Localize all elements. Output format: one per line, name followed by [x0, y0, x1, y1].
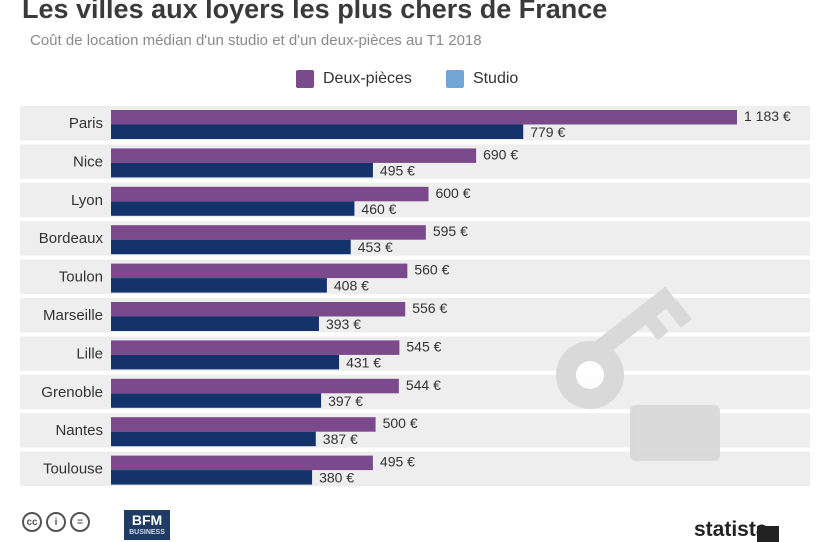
- bar-studio[interactable]: [111, 470, 313, 485]
- category-label: Paris: [69, 115, 103, 132]
- bar-deux-pieces[interactable]: [111, 225, 426, 240]
- attribution-icon: i: [46, 512, 66, 532]
- bar-deux-pieces[interactable]: [111, 110, 737, 125]
- value-label-studio: 431 €: [346, 354, 381, 370]
- bfm-business-logo: BFM BUSINESS: [124, 510, 170, 540]
- bar-deux-pieces[interactable]: [111, 186, 429, 202]
- bar-studio[interactable]: [111, 239, 351, 255]
- bar-studio[interactable]: [111, 201, 355, 216]
- bfm-logo-subtext: BUSINESS: [129, 529, 165, 536]
- value-label-studio: 495 €: [380, 162, 415, 178]
- bar-deux-pieces[interactable]: [111, 148, 477, 163]
- value-label-deux-pieces: 560 €: [414, 262, 449, 278]
- category-label: Toulon: [59, 269, 103, 286]
- page-title: Les villes aux loyers les plus chers de …: [22, 0, 608, 24]
- value-label-studio: 387 €: [323, 431, 358, 447]
- value-label-studio: 397 €: [328, 393, 363, 409]
- bars: [111, 110, 737, 485]
- key-watermark-icon: [556, 286, 720, 461]
- category-label: Grenoble: [41, 384, 103, 401]
- key-shape: [556, 286, 720, 461]
- bar-deux-pieces[interactable]: [111, 455, 373, 471]
- value-label-deux-pieces: 690 €: [483, 146, 518, 162]
- bar-studio[interactable]: [111, 393, 322, 408]
- bar-studio[interactable]: [111, 431, 316, 447]
- bar-deux-pieces[interactable]: [111, 263, 408, 279]
- value-label-deux-pieces: 1 183 €: [744, 108, 791, 124]
- category-label: Bordeaux: [39, 230, 104, 247]
- value-label-studio: 380 €: [319, 470, 354, 486]
- category-label: Toulouse: [43, 461, 103, 478]
- footer: cc i = BFM BUSINESS statista: [0, 506, 830, 542]
- value-label-deux-pieces: 544 €: [406, 377, 441, 393]
- statista-mark-icon: [757, 526, 779, 542]
- legend-item-deux-pieces[interactable]: Deux-pièces: [296, 70, 412, 88]
- labels: Paris 1 183 € 779 € Nice 690 € 495 € Lyon 600 €…: [39, 108, 791, 486]
- bar-chart: Paris 1 183 € 779 € Nice 690 € 495 € Lyon 600 €…: [20, 106, 810, 486]
- value-label-studio: 453 €: [358, 239, 393, 255]
- legend-swatch-studio: [445, 70, 464, 88]
- no-derivatives-icon: =: [70, 512, 90, 532]
- value-label-studio: 779 €: [530, 124, 565, 140]
- value-label-deux-pieces: 545 €: [406, 338, 441, 354]
- bar-studio[interactable]: [111, 162, 373, 178]
- legend: Deux-pièces Studio: [296, 70, 552, 88]
- page-subtitle: Coût de location médian d'un studio et d…: [30, 32, 482, 49]
- value-label-deux-pieces: 500 €: [383, 415, 418, 431]
- bfm-logo-text: BFM: [131, 512, 163, 528]
- bar-studio[interactable]: [111, 124, 524, 140]
- statista-logo[interactable]: statista: [694, 518, 768, 541]
- value-label-deux-pieces: 595 €: [433, 223, 468, 239]
- cc-icon: cc: [22, 512, 42, 532]
- category-label: Lyon: [71, 192, 103, 209]
- value-label-studio: 408 €: [334, 278, 369, 294]
- value-label-deux-pieces: 495 €: [380, 454, 415, 470]
- value-label-studio: 460 €: [361, 201, 396, 217]
- bar-deux-pieces[interactable]: [111, 417, 376, 432]
- bar-deux-pieces[interactable]: [111, 378, 399, 394]
- bar-studio[interactable]: [111, 316, 319, 332]
- legend-label-studio: Studio: [472, 70, 519, 87]
- category-label: Nantes: [55, 422, 103, 439]
- value-label-studio: 393 €: [326, 316, 361, 332]
- bar-deux-pieces[interactable]: [111, 302, 406, 317]
- legend-label-deux-pieces: Deux-pièces: [323, 70, 412, 87]
- value-label-deux-pieces: 600 €: [435, 185, 470, 201]
- category-label: Marseille: [43, 307, 103, 324]
- creative-commons-icons[interactable]: cc i =: [22, 512, 94, 532]
- legend-item-studio[interactable]: Studio: [445, 70, 519, 88]
- category-label: Lille: [76, 345, 103, 362]
- bar-studio[interactable]: [111, 354, 340, 370]
- legend-swatch-deux-pieces: [296, 70, 314, 88]
- category-label: Nice: [73, 153, 103, 170]
- value-label-deux-pieces: 556 €: [412, 300, 447, 316]
- bar-studio[interactable]: [111, 278, 327, 293]
- bar-deux-pieces[interactable]: [111, 340, 400, 355]
